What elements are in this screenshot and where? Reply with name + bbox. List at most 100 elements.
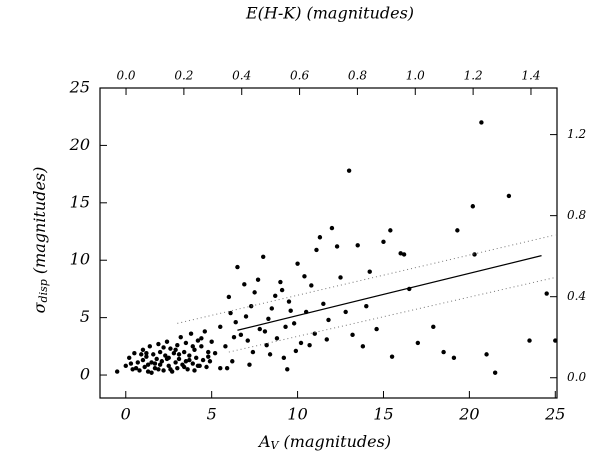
- data-point: [218, 365, 223, 371]
- data-point: [195, 363, 201, 369]
- data-point: [401, 252, 407, 257]
- data-point: [274, 336, 280, 341]
- data-point: [278, 279, 283, 285]
- data-point: [266, 316, 271, 321]
- top-tick-label: 0.6: [290, 69, 309, 83]
- bottom-tick-label: 5: [207, 405, 217, 424]
- data-point: [114, 369, 120, 374]
- y-label-rest: (magnitudes): [30, 167, 49, 280]
- data-point: [185, 367, 190, 372]
- data-point: [145, 369, 151, 374]
- x-label-rest: (magnitudes): [278, 432, 391, 451]
- data-point: [245, 338, 250, 343]
- data-point: [364, 303, 369, 309]
- data-point: [207, 359, 213, 364]
- data-point: [199, 344, 204, 349]
- fit-line: [237, 255, 542, 331]
- data-point: [204, 364, 209, 370]
- data-point: [157, 349, 163, 355]
- data-point: [267, 352, 273, 357]
- top-tick-label: 0.0: [116, 69, 135, 83]
- data-point: [269, 306, 275, 311]
- data-point: [233, 320, 238, 325]
- data-point: [243, 314, 249, 319]
- data-point: [149, 370, 154, 375]
- data-point: [317, 235, 323, 240]
- data-point: [230, 359, 235, 364]
- data-point: [212, 351, 218, 356]
- data-point: [181, 349, 187, 355]
- data-point: [312, 331, 317, 336]
- data-point: [492, 370, 498, 375]
- top-axis-label: E(H-K) (magnitudes): [245, 4, 414, 23]
- data-point: [187, 353, 192, 358]
- data-point: [190, 344, 195, 349]
- data-point: [200, 357, 206, 363]
- y-axis-label: σdisp (magnitudes): [30, 167, 51, 314]
- bottom-tick-label: 25: [544, 405, 565, 424]
- data-point: [247, 362, 252, 367]
- data-point: [166, 363, 171, 369]
- data-point: [235, 264, 240, 270]
- data-point: [544, 291, 549, 296]
- right-tick-label: 0.8: [567, 208, 586, 222]
- data-point: [127, 355, 132, 361]
- data-point: [133, 365, 139, 371]
- data-point: [175, 365, 180, 371]
- data-point: [279, 287, 285, 293]
- data-point: [161, 345, 166, 350]
- data-point: [261, 254, 266, 259]
- data-point: [130, 367, 135, 372]
- data-point: [250, 349, 256, 355]
- data-point: [206, 349, 211, 355]
- data-point: [223, 344, 228, 349]
- data-point: [441, 349, 446, 355]
- data-point: [326, 317, 331, 323]
- data-point: [226, 294, 232, 300]
- data-point: [195, 338, 201, 343]
- y-label-main: σ: [30, 301, 49, 313]
- left-tick-label: 15: [70, 192, 90, 211]
- bottom-tick-label: 0: [121, 405, 131, 424]
- data-point: [137, 368, 142, 373]
- data-point: [324, 337, 329, 342]
- data-point: [472, 252, 477, 257]
- data-point: [307, 342, 312, 348]
- data-point: [164, 339, 170, 344]
- data-point: [159, 359, 165, 364]
- data-point: [451, 355, 457, 361]
- data-point: [553, 338, 558, 343]
- data-point: [355, 243, 360, 248]
- confidence-line: [228, 276, 556, 353]
- data-point: [181, 364, 187, 370]
- bottom-tick-label: 20: [458, 405, 479, 424]
- data-point: [334, 244, 340, 249]
- data-point: [291, 321, 297, 326]
- data-point: [154, 356, 159, 362]
- data-point: [527, 338, 532, 343]
- data-point: [343, 309, 348, 315]
- data-point: [142, 364, 147, 370]
- data-point: [218, 324, 223, 330]
- data-point: [255, 277, 261, 282]
- left-tick-label: 0: [80, 365, 90, 384]
- data-point: [149, 360, 154, 365]
- data-point: [135, 360, 140, 365]
- data-point: [163, 353, 168, 358]
- data-point: [285, 367, 290, 372]
- data-point: [281, 355, 287, 361]
- top-tick-label: 1.0: [406, 69, 425, 83]
- data-point: [415, 340, 421, 346]
- data-point: [338, 275, 343, 280]
- data-point: [187, 357, 192, 363]
- data-point: [295, 261, 300, 266]
- data-point: [147, 344, 153, 349]
- data-point: [151, 352, 156, 357]
- x-axis-label: AV (magnitudes): [257, 432, 391, 453]
- data-point: [128, 361, 134, 366]
- data-point: [176, 352, 182, 357]
- data-point: [455, 228, 460, 233]
- data-point: [321, 301, 326, 307]
- data-point: [183, 359, 189, 364]
